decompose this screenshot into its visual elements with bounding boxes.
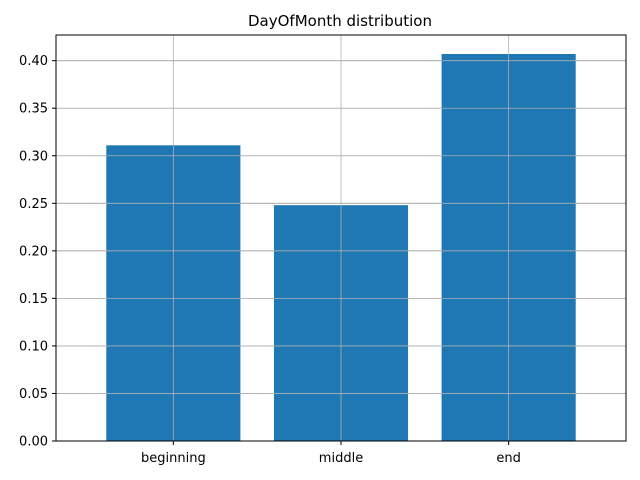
y-tick-label: 0.30	[19, 149, 48, 164]
x-tick-label: end	[496, 451, 521, 466]
y-tick-label: 0.10	[19, 339, 48, 354]
y-tick-label: 0.25	[19, 197, 48, 212]
y-tick-label: 0.20	[19, 244, 48, 259]
y-tick-label: 0.35	[19, 102, 48, 117]
chart-title: DayOfMonth distribution	[248, 12, 432, 30]
y-tick-label: 0.15	[19, 292, 48, 307]
x-axis: beginning middle end	[141, 441, 521, 466]
y-tick-label: 0.40	[19, 54, 48, 69]
y-tick-label: 0.05	[19, 387, 48, 402]
y-axis: 0.00 0.05 0.10 0.15 0.20 0.25 0.30 0.35 0.40	[19, 54, 56, 450]
y-tick-label: 0.00	[19, 435, 48, 450]
x-tick-label: beginning	[141, 451, 206, 466]
x-tick-label: middle	[319, 451, 363, 466]
